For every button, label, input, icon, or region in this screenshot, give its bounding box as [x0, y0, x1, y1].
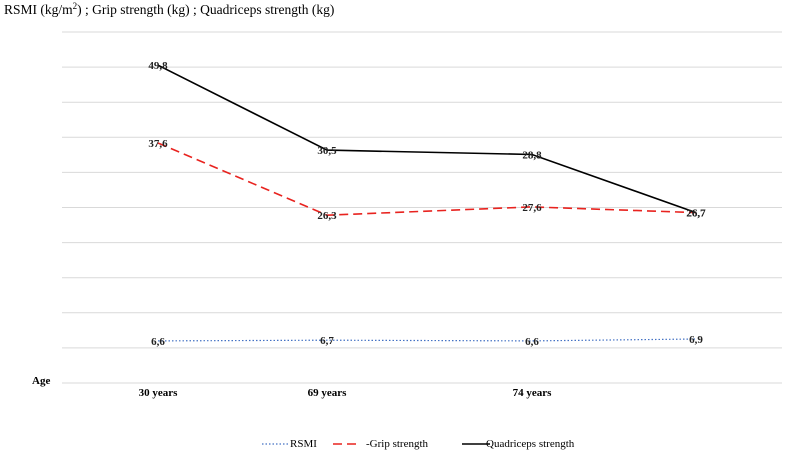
data-label-quadriceps-strength: 26,7 [686, 208, 706, 220]
data-label-rsmi: 6,9 [689, 334, 703, 346]
data-label-grip-strength: 37,6 [148, 138, 168, 150]
data-label-grip-strength: 26,3 [317, 210, 337, 222]
data-labels: 6,6 6,7 6,6 6,9 37,6 26,3 27,6 26,7 49,8 30,5 28,8… [148, 60, 706, 348]
x-tick-labels: 30 years 69 years 74 years [139, 387, 553, 399]
legend: RSMI -Grip strength Quadriceps strength [262, 438, 575, 450]
series-line-quadriceps-strength [157, 64, 697, 214]
data-label-rsmi: 6,6 [151, 336, 165, 348]
x-tick-label: 74 years [513, 387, 553, 399]
x-tick-label: 30 years [139, 387, 179, 399]
data-label-quadriceps-strength: 28,8 [522, 150, 542, 162]
legend-label-quadriceps-strength: Quadriceps strength [486, 438, 575, 450]
chart-title: RSMI (kg/m2) ; Grip strength (kg) ; Quad… [4, 1, 334, 17]
series-line-rsmi [157, 338, 697, 342]
series-line-grip-strength [157, 142, 697, 217]
legend-label-rsmi: RSMI [290, 438, 317, 450]
x-tick-label: 69 years [308, 387, 348, 399]
data-label-grip-strength: 27,6 [522, 202, 542, 214]
data-label-rsmi: 6,6 [525, 336, 539, 348]
chart-title-pre: RSMI (kg/m [4, 2, 73, 17]
data-label-rsmi: 6,7 [320, 335, 334, 347]
gridlines [62, 31, 782, 384]
data-label-quadriceps-strength: 30,5 [317, 145, 337, 157]
legend-label-grip-strength: -Grip strength [366, 438, 429, 450]
chart-title-post: ) ; Grip strength (kg) ; Quadriceps stre… [77, 2, 334, 17]
x-axis-label: Age [32, 375, 50, 387]
series-lines [157, 64, 697, 342]
data-label-quadriceps-strength: 49,8 [148, 60, 168, 72]
data-label-grip-strength: 26,7 [686, 208, 706, 220]
chart-title-sup: 2 [73, 1, 78, 11]
